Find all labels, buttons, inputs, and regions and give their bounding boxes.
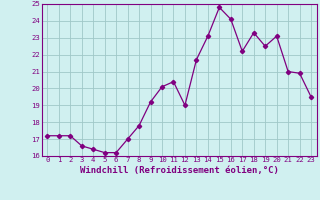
X-axis label: Windchill (Refroidissement éolien,°C): Windchill (Refroidissement éolien,°C) (80, 166, 279, 175)
